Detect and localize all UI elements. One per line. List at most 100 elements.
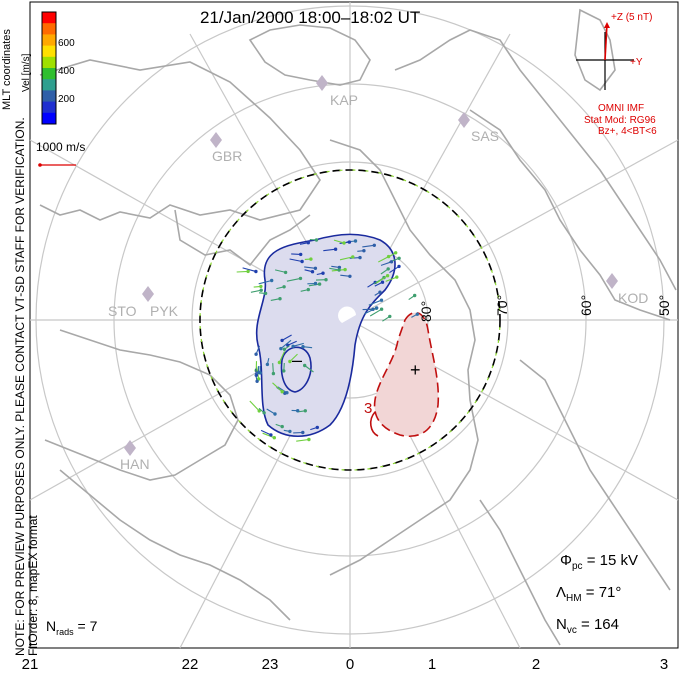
positive-potential-tail bbox=[369, 411, 379, 437]
vector-line bbox=[281, 334, 292, 341]
vector-line bbox=[236, 270, 249, 273]
positive-potential-cell bbox=[373, 311, 440, 437]
note-line-2: FitOrder: 8, mapEX format bbox=[26, 515, 40, 656]
vector-line bbox=[310, 426, 318, 431]
colorbar-segment bbox=[42, 45, 56, 58]
imf-model: Stat Mod: RG96 bbox=[584, 115, 656, 126]
lat-label-50: 50° bbox=[656, 294, 672, 316]
negative-potential-cell bbox=[255, 233, 396, 437]
vector-line bbox=[258, 292, 266, 294]
vector-line bbox=[274, 269, 286, 273]
stat-phi-pc: Φpc = 15 kV bbox=[560, 552, 638, 572]
map-title: 21/Jan/2000 18:00–18:02 UT bbox=[200, 8, 421, 27]
imf-source: OMNI IMF bbox=[598, 103, 645, 114]
vector-line bbox=[289, 353, 298, 362]
station-gbr: GBR bbox=[212, 148, 243, 164]
nrads-value: = 7 bbox=[77, 618, 98, 634]
phi-sub: pc bbox=[571, 561, 583, 572]
vector-line bbox=[309, 238, 317, 241]
stat-n-vc: Nvc = 164 bbox=[556, 616, 619, 636]
imf-condition: Bz+, 4<BT<6 bbox=[598, 126, 657, 137]
mlt-tick-3: 3 bbox=[659, 656, 669, 673]
station-sas: SAS bbox=[471, 128, 500, 144]
vector-line bbox=[378, 256, 389, 263]
vector-line bbox=[302, 346, 313, 349]
vector-line bbox=[272, 363, 274, 374]
station-kap: KAP bbox=[330, 92, 359, 108]
vector-line bbox=[300, 289, 309, 292]
vector-line bbox=[388, 252, 396, 257]
mlt-tick-2: 2 bbox=[531, 656, 541, 673]
colorbar-segment bbox=[42, 79, 56, 91]
nvc-sub: vc bbox=[566, 625, 577, 636]
vector-line bbox=[253, 285, 261, 288]
colorbar-segment bbox=[42, 56, 56, 69]
phi-symbol: Φ bbox=[560, 552, 572, 569]
colorbar-segment bbox=[42, 12, 56, 24]
vector-origin bbox=[306, 287, 310, 292]
colorbar-title: Vel [m/s] bbox=[21, 53, 32, 92]
vector-line bbox=[304, 269, 313, 273]
preview-note: NOTE: FOR PREVIEW PURPOSES ONLY. PLEASE … bbox=[13, 117, 40, 656]
pole-marker bbox=[338, 306, 356, 323]
colorbar bbox=[41, 11, 57, 125]
vector-line bbox=[278, 351, 285, 363]
imf-clock-dial bbox=[576, 22, 634, 90]
vector-line bbox=[296, 438, 309, 442]
vector-line bbox=[331, 265, 340, 268]
imf-y-label: +Y bbox=[630, 57, 643, 68]
vector-line bbox=[254, 372, 258, 382]
vector-line bbox=[362, 244, 375, 248]
negative-potential-inner bbox=[280, 346, 312, 393]
mlt-tick-22: 22 bbox=[181, 656, 199, 673]
lambda-value: = 71° bbox=[585, 584, 622, 601]
stat-n-rads: Nrads = 7 bbox=[46, 618, 97, 637]
colorbar-tick-600: 600 bbox=[58, 38, 75, 49]
vector-line bbox=[376, 275, 388, 284]
coordinate-label: MLT coordinates bbox=[1, 29, 13, 110]
vector-line bbox=[280, 339, 292, 350]
vector-line bbox=[242, 267, 257, 273]
vector-origin bbox=[315, 425, 319, 430]
colorbar-outline bbox=[41, 11, 57, 125]
vector-line bbox=[380, 268, 389, 275]
velocity-vectors bbox=[236, 238, 419, 442]
vector-line bbox=[262, 432, 275, 439]
station-markers bbox=[124, 75, 618, 456]
vector-line bbox=[276, 286, 285, 290]
vector-origin bbox=[291, 344, 295, 348]
velocity-reference-label: 1000 m/s bbox=[36, 140, 86, 154]
colorbar-tick-200: 200 bbox=[58, 94, 75, 105]
vector-line bbox=[260, 429, 272, 436]
colorbar-tick-400: 400 bbox=[58, 66, 75, 77]
nvc-symbol: N bbox=[556, 616, 567, 633]
vector-line bbox=[287, 340, 297, 346]
vector-line bbox=[272, 382, 283, 393]
vector-line bbox=[283, 429, 290, 432]
vector-line bbox=[368, 299, 382, 306]
vector-line bbox=[316, 272, 324, 276]
coastlines bbox=[39, 8, 677, 646]
station-kod: KOD bbox=[618, 290, 649, 306]
mlt-tick-21: 21 bbox=[21, 656, 39, 673]
vector-line bbox=[304, 365, 314, 373]
nvc-value: = 164 bbox=[581, 616, 619, 633]
plus-cell-sign: + bbox=[410, 360, 421, 380]
mlt-tick-23: 23 bbox=[261, 656, 279, 673]
vector-line bbox=[364, 307, 377, 315]
vector-line bbox=[286, 277, 301, 282]
vector-line bbox=[340, 274, 350, 277]
station-pyk: PYK bbox=[150, 303, 179, 319]
vector-line bbox=[374, 281, 383, 287]
vector-line bbox=[382, 315, 391, 322]
vector-line bbox=[411, 313, 418, 318]
colorbar-segment bbox=[42, 68, 56, 80]
vector-line bbox=[349, 257, 361, 259]
vector-line bbox=[270, 298, 281, 301]
vector-origin bbox=[298, 276, 303, 281]
reference-vector bbox=[38, 163, 76, 167]
vector-line bbox=[289, 258, 303, 263]
nrads-symbol: N bbox=[46, 618, 57, 634]
vector-line bbox=[329, 267, 340, 271]
